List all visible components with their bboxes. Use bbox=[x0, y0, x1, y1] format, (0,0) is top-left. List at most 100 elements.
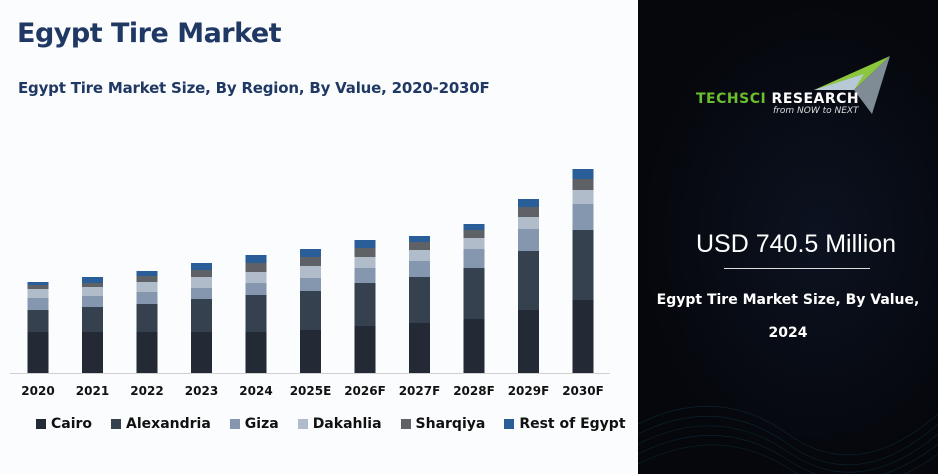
bar-segment-rest-of-egypt bbox=[572, 169, 594, 179]
x-tick-label: 2024 bbox=[239, 384, 272, 398]
logo-tagline: from NOW to NEXT bbox=[773, 106, 859, 116]
bar-segment-giza bbox=[245, 283, 267, 295]
legend-label: Dakahlia bbox=[312, 416, 382, 432]
page-title: Egypt Tire Market bbox=[17, 18, 282, 49]
bar-segment-sharqiya bbox=[136, 276, 158, 282]
bar-segment-dakahlia bbox=[27, 289, 49, 298]
bar-segment-cairo bbox=[518, 310, 539, 373]
bar-segment-alexandria bbox=[354, 283, 376, 326]
legend-item: Sharqiya bbox=[400, 416, 486, 432]
caption-line-2: 2024 bbox=[768, 325, 808, 341]
x-tick-label: 2030F bbox=[562, 384, 604, 398]
legend-swatch bbox=[400, 419, 411, 429]
bar-segment-alexandria bbox=[518, 251, 539, 310]
caption-line-1: Egypt Tire Market Size, By Value, bbox=[656, 292, 920, 308]
bar-segment-cairo bbox=[191, 332, 212, 373]
decorative-wave bbox=[638, 405, 938, 474]
bar-segment-rest-of-egypt bbox=[82, 277, 103, 283]
bar-segment-alexandria bbox=[136, 304, 158, 332]
bar-segment-alexandria bbox=[27, 310, 49, 332]
bar-segment-rest-of-egypt bbox=[518, 199, 539, 207]
legend-item: Cairo bbox=[36, 416, 92, 432]
legend-swatch bbox=[36, 419, 46, 429]
bar-segment-rest-of-egypt bbox=[191, 263, 212, 270]
logo-brand: TECHSCI RESEARCH bbox=[696, 91, 860, 107]
divider bbox=[724, 268, 870, 269]
x-tick-label: 2029F bbox=[508, 384, 550, 398]
legend-swatch bbox=[229, 419, 240, 429]
bar-segment-cairo bbox=[300, 330, 321, 373]
bar-segment-giza bbox=[300, 278, 321, 291]
techsci-logo bbox=[814, 56, 890, 114]
summary-panel: TECHSCI RESEARCH from NOW to NEXT USD 74… bbox=[638, 0, 938, 474]
x-tick-label: 2023 bbox=[185, 384, 218, 398]
bar-segment-cairo bbox=[409, 323, 430, 373]
legend-label: Alexandria bbox=[126, 416, 211, 432]
bar-segment-dakahlia bbox=[300, 266, 321, 278]
legend-item: Dakahlia bbox=[297, 416, 382, 432]
legend-item: Alexandria bbox=[111, 416, 211, 432]
bar-segment-dakahlia bbox=[136, 282, 158, 292]
bar-segment-alexandria bbox=[82, 307, 103, 332]
legend-label: Cairo bbox=[51, 416, 93, 432]
x-tick-label: 2022 bbox=[130, 384, 163, 398]
bar-segment-alexandria bbox=[245, 295, 267, 332]
x-tick-label: 2028F bbox=[453, 384, 495, 398]
bar-segment-cairo bbox=[354, 326, 376, 373]
bar-segment-dakahlia bbox=[245, 272, 267, 283]
legend-swatch bbox=[504, 419, 515, 429]
bar-segment-cairo bbox=[136, 332, 158, 373]
bar-segment-giza bbox=[354, 268, 376, 283]
bar-segment-dakahlia bbox=[463, 238, 485, 249]
bar-segment-giza bbox=[518, 229, 539, 251]
bar-segment-alexandria bbox=[572, 230, 594, 300]
bar-segment-sharqiya bbox=[572, 179, 594, 190]
stacked-bar-chart: 2020 2021 2022 2023 2024 2025E 2026F 2027F 2028F… bbox=[10, 169, 610, 398]
bar-segment-giza bbox=[572, 204, 594, 230]
legend-label: Giza bbox=[244, 416, 279, 432]
bar-segment-alexandria bbox=[300, 291, 321, 330]
bar-segment-rest-of-egypt bbox=[136, 271, 158, 276]
legend-label: Rest of Egypt bbox=[519, 416, 626, 432]
bar-segment-alexandria bbox=[191, 299, 212, 332]
bar-segment-cairo bbox=[463, 319, 485, 373]
bar-segment-alexandria bbox=[409, 277, 430, 323]
bar-segment-sharqiya bbox=[518, 207, 539, 217]
bar-segment-giza bbox=[463, 249, 485, 268]
bar-segment-sharqiya bbox=[82, 283, 103, 287]
bar-segment-sharqiya bbox=[354, 248, 376, 257]
bar-segment-giza bbox=[191, 288, 212, 299]
bar-segment-cairo bbox=[572, 300, 594, 373]
bar-segment-rest-of-egypt bbox=[27, 282, 49, 285]
bar-segment-giza bbox=[82, 296, 103, 307]
legend-swatch bbox=[111, 419, 122, 429]
bar-segment-rest-of-egypt bbox=[354, 240, 376, 248]
bar-segment-sharqiya bbox=[245, 263, 267, 272]
chart-subtitle: Egypt Tire Market Size, By Region, By Va… bbox=[18, 79, 490, 97]
x-tick-label: 2025E bbox=[290, 384, 332, 398]
bar-segment-dakahlia bbox=[572, 190, 594, 204]
bar-segment-giza bbox=[27, 298, 49, 310]
legend-swatch bbox=[297, 419, 308, 429]
chart-panel: Egypt Tire Market Egypt Tire Market Size… bbox=[10, 18, 626, 432]
x-tick-label: 2026F bbox=[344, 384, 386, 398]
bar-segment-sharqiya bbox=[409, 242, 430, 250]
bar-segment-cairo bbox=[27, 332, 49, 373]
legend-item: Rest of Egypt bbox=[504, 416, 626, 432]
bar-segment-giza bbox=[136, 292, 158, 304]
legend-item: Giza bbox=[229, 416, 279, 432]
bar-segment-rest-of-egypt bbox=[245, 255, 267, 263]
chart-legend: Cairo Alexandria Giza Dakahlia Sharqiya Rest … bbox=[36, 416, 626, 432]
bar-segment-sharqiya bbox=[27, 285, 49, 289]
bar-segment-dakahlia bbox=[354, 257, 376, 268]
bar-segment-sharqiya bbox=[300, 257, 321, 266]
bar-segment-alexandria bbox=[463, 268, 485, 319]
headline-value: USD 740.5 Million bbox=[696, 230, 897, 258]
bar-segment-dakahlia bbox=[82, 287, 103, 296]
headline-caption: Egypt Tire Market Size, By Value, 2024 bbox=[638, 284, 938, 350]
bar-segment-dakahlia bbox=[409, 250, 430, 261]
bar-segment-rest-of-egypt bbox=[463, 224, 485, 230]
x-tick-label: 2027F bbox=[399, 384, 441, 398]
x-tick-label: 2020 bbox=[21, 384, 54, 398]
legend-label: Sharqiya bbox=[415, 416, 486, 432]
